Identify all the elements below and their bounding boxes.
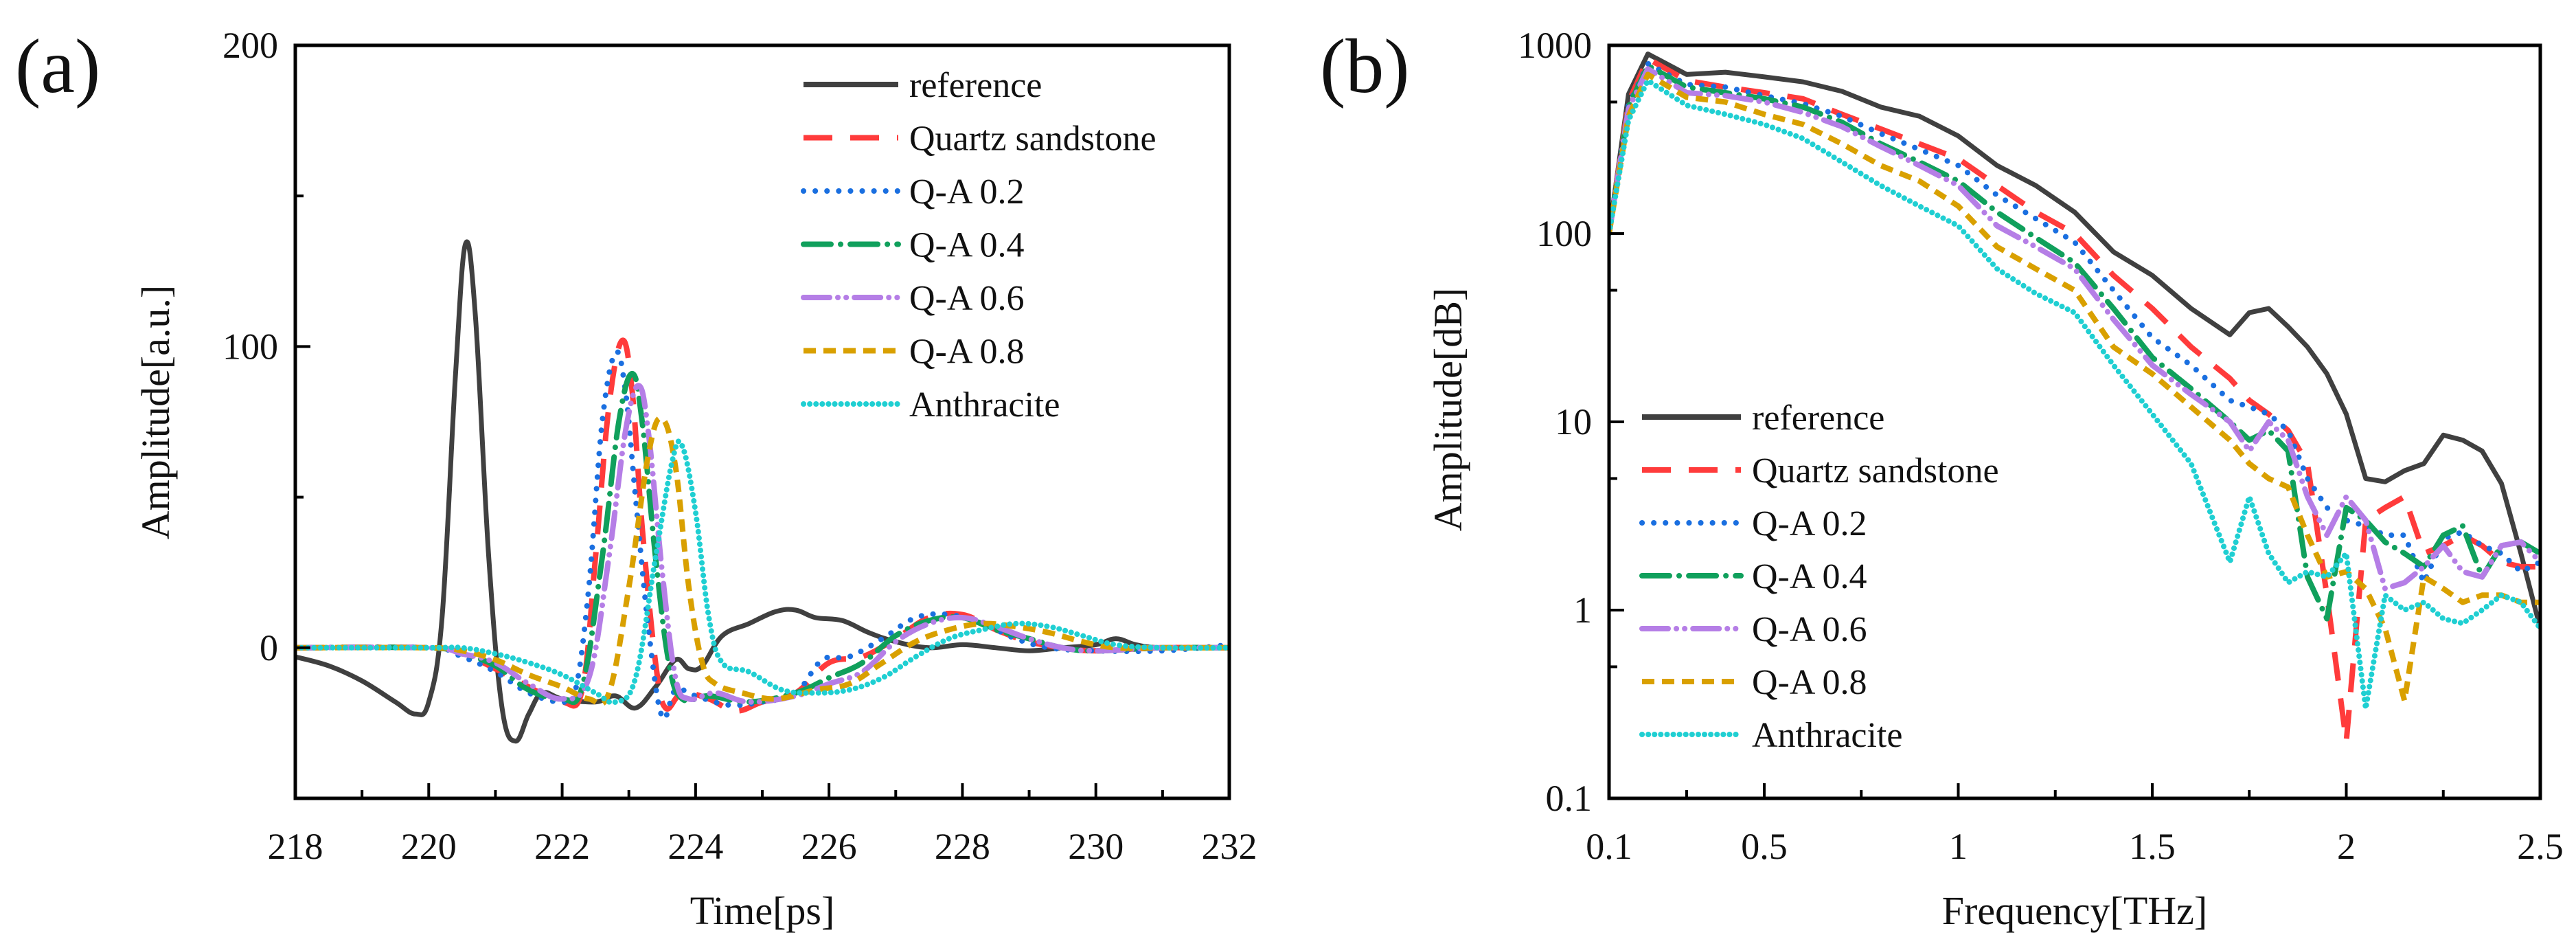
x-tick-label: 1 xyxy=(1949,826,1968,867)
x-tick-label: 232 xyxy=(1202,826,1257,867)
x-tick-label: 1.5 xyxy=(2129,826,2176,867)
series-line-anthracite xyxy=(295,438,1229,706)
panel-b-frequency-domain: (b) Frequency[THz] Amplitude[dB] referen… xyxy=(1320,24,2564,933)
series-line-q-a-0-8 xyxy=(1609,71,2540,704)
panel-a-x-axis-title: Time[ps] xyxy=(690,888,835,933)
y-tick-label: 100 xyxy=(1536,213,1592,254)
series-line-quartz-sandstone xyxy=(295,337,1229,714)
x-tick-label: 230 xyxy=(1068,826,1124,867)
legend-label: Q-A 0.2 xyxy=(1752,504,1867,543)
series-line-q-a-0-2 xyxy=(295,348,1229,722)
legend-label: Q-A 0.4 xyxy=(909,226,1025,265)
legend-label: reference xyxy=(909,66,1042,105)
series-line-reference xyxy=(295,239,1229,744)
legend-label: Quartz sandstone xyxy=(909,120,1156,159)
y-tick-label: 0.1 xyxy=(1546,778,1593,819)
legend-label: Anthracite xyxy=(909,385,1060,425)
legend-label: Q-A 0.8 xyxy=(1752,663,1867,702)
series-lines xyxy=(1609,52,2540,745)
legend-label: Q-A 0.2 xyxy=(909,172,1025,212)
series-line-q-a-0-2 xyxy=(1609,60,2540,585)
legend-label: Q-A 0.6 xyxy=(1752,610,1867,649)
legend-label: Anthracite xyxy=(1752,716,1902,755)
panel-b-label: (b) xyxy=(1320,24,1410,109)
legend-label: reference xyxy=(1752,398,1884,438)
x-tick-label: 0.1 xyxy=(1586,826,1632,867)
x-tick-label: 224 xyxy=(668,826,723,867)
series-line-reference xyxy=(1609,52,2540,629)
x-tick-label: 220 xyxy=(401,826,457,867)
series-line-q-a-0-8 xyxy=(295,415,1229,707)
legend-label: Q-A 0.6 xyxy=(909,279,1025,318)
panel-a-y-axis-title: Amplitude[a.u.] xyxy=(133,285,178,539)
x-tick-label: 226 xyxy=(801,826,857,867)
x-tick-label: 218 xyxy=(268,826,323,867)
x-tick-label: 228 xyxy=(935,826,990,867)
legend-label: Q-A 0.8 xyxy=(909,333,1025,372)
x-tick-label: 0.5 xyxy=(1741,826,1788,867)
y-tick-label: 0 xyxy=(260,627,278,668)
y-tick-label: 10 xyxy=(1555,401,1592,442)
y-tick-label: 1000 xyxy=(1518,25,1592,66)
legend-label: Quartz sandstone xyxy=(1752,451,1999,491)
panel-b-x-axis-title: Frequency[THz] xyxy=(1942,888,2208,933)
panel-b-y-axis-title: Amplitude[dB] xyxy=(1426,288,1470,531)
series-lines xyxy=(295,239,1229,744)
x-tick-label: 2.5 xyxy=(2517,826,2564,867)
y-tick-label: 200 xyxy=(223,25,278,66)
y-tick-label: 1 xyxy=(1573,589,1592,631)
plot-frame xyxy=(1607,43,2542,800)
legend-label: Q-A 0.4 xyxy=(1752,557,1867,596)
series-line-anthracite xyxy=(1609,78,2540,712)
series-line-q-a-0-6 xyxy=(295,383,1229,705)
y-tick-label: 100 xyxy=(223,326,278,367)
series-line-q-a-0-4 xyxy=(1609,63,2540,622)
panel-a-time-domain: (a) Time[ps] Amplitude[a.u.] reference Qu… xyxy=(15,24,1257,933)
x-tick-label: 222 xyxy=(534,826,590,867)
series-line-quartz-sandstone xyxy=(1609,56,2540,745)
series-line-q-a-0-6 xyxy=(1609,66,2540,592)
panel-a-label: (a) xyxy=(15,24,100,109)
x-tick-label: 2 xyxy=(2337,826,2356,867)
